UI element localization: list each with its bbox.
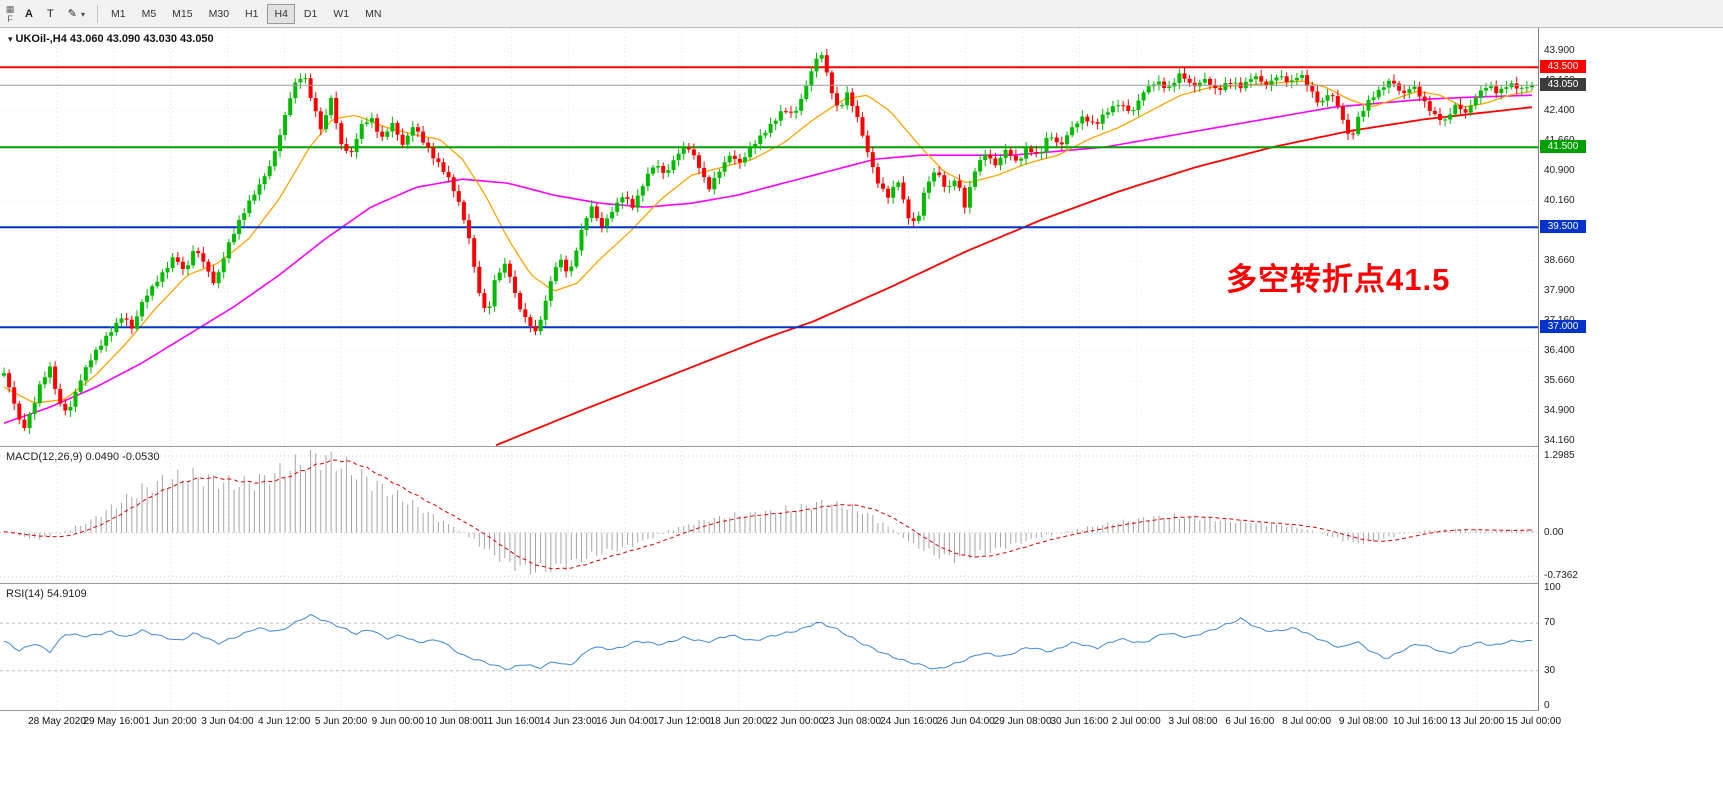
timeframe-button-h1[interactable]: H1 (238, 4, 265, 24)
time-axis-label: 22 Jun 00:00 (766, 716, 825, 727)
price-level-badge: 39.500 (1540, 220, 1586, 234)
macd-title: MACD(12,26,9) 0.0490 -0.0530 (6, 451, 160, 463)
timeframe-group: M1 M5 M15 M30 H1 H4 D1 W1 MN (103, 3, 389, 24)
time-axis-label: 9 Jul 08:00 (1338, 716, 1388, 727)
price-scale-label: 34.900 (1544, 405, 1575, 417)
time-axis-label: 15 Jul 00:00 (1506, 716, 1562, 727)
price-scale-label: 0.00 (1544, 526, 1564, 538)
price-scale-label: 0 (1544, 700, 1550, 712)
time-axis-label: 17 Jun 12:00 (652, 716, 711, 727)
price-scale-label: 40.160 (1544, 194, 1575, 206)
time-axis-label: 2 Jul 00:00 (1111, 716, 1161, 727)
caret-down-icon: ▾ (80, 10, 85, 19)
current-price-badge: 43.050 (1540, 78, 1586, 92)
draw-tools-button[interactable]: ✎ ▾ (61, 4, 92, 23)
price-scale-label: 34.160 (1544, 434, 1575, 446)
time-axis[interactable]: 28 May 2020 29 May 16:00 1 Jun 20:00 3 Jun … (0, 711, 1723, 734)
timeframe-button-m30[interactable]: M30 (202, 4, 236, 24)
timeframe-button-m5[interactable]: M5 (135, 4, 164, 24)
timeframe-button-m1[interactable]: M1 (104, 4, 133, 24)
time-axis-label: 18 Jun 20:00 (709, 716, 768, 727)
time-axis-label: 23 Jun 08:00 (823, 716, 882, 727)
price-scale-label: 1.2985 (1544, 449, 1575, 461)
price-scale-label: 70 (1544, 617, 1556, 629)
time-axis-label: 1 Jun 20:00 (144, 716, 197, 727)
time-axis-label: 28 May 2020 (28, 716, 86, 727)
time-axis-label: 11 Jun 16:00 (482, 716, 540, 727)
price-scale-label: 30 (1544, 664, 1556, 676)
price-level-badge: 41.500 (1540, 140, 1586, 154)
timeframe-button-m15[interactable]: M15 (165, 4, 199, 24)
time-axis-label: 24 Jun 16:00 (880, 716, 938, 727)
chart-title: ▾ UKOil-,H4 43.060 43.090 43.030 43.050 (8, 33, 214, 45)
text-label-tool-button[interactable]: A (18, 5, 40, 23)
time-axis-label: 16 Jun 04:00 (596, 716, 654, 727)
main-chart-canvas[interactable] (0, 28, 1538, 446)
time-axis-label: 3 Jun 04:00 (201, 716, 254, 727)
price-scale-label: 40.900 (1544, 165, 1575, 177)
chart-menu-icon[interactable]: ▾ (8, 34, 13, 44)
price-scale[interactable]: 43.90043.16042.40041.66040.90040.16039.4… (1538, 28, 1723, 711)
timeframe-button-d1[interactable]: D1 (297, 4, 324, 24)
rsi-canvas[interactable] (0, 584, 1538, 710)
macd-panel: MACD(12,26,9) 0.0490 -0.0530 (0, 447, 1538, 583)
time-axis-label: 10 Jul 16:00 (1392, 716, 1448, 727)
time-axis-label: 8 Jul 00:00 (1282, 716, 1332, 727)
toolbar-grip[interactable]: ▦ F (2, 4, 18, 24)
time-axis-label: 5 Jun 20:00 (314, 716, 368, 727)
grid-icon: ▦ (5, 3, 15, 14)
annotation-text: 多空转折点41.5 (1226, 262, 1451, 297)
text-tool-button[interactable]: T (40, 5, 61, 23)
time-axis-label: 9 Jun 00:00 (371, 716, 424, 727)
price-level-badge: 37.000 (1540, 320, 1586, 334)
price-scale-label: 37.900 (1544, 285, 1575, 297)
price-scale-label: 43.900 (1544, 45, 1575, 57)
time-axis-label: 26 Jun 04:00 (936, 716, 995, 727)
time-axis-label: 29 May 16:00 (83, 716, 145, 727)
rsi-title: RSI(14) 54.9109 (6, 588, 87, 600)
macd-canvas[interactable] (0, 447, 1538, 583)
time-axis-label: 6 Jul 16:00 (1225, 716, 1275, 727)
time-axis-label: 3 Jul 08:00 (1168, 716, 1218, 727)
price-scale-label: 35.660 (1544, 374, 1575, 386)
time-axis-label: 4 Jun 12:00 (258, 716, 311, 727)
price-scale-label: 36.400 (1544, 345, 1575, 357)
timeframe-button-h4[interactable]: H4 (267, 3, 295, 24)
timeframe-button-mn[interactable]: MN (358, 4, 388, 24)
time-axis-label: 30 Jun 16:00 (1050, 716, 1109, 727)
price-scale-label: 100 (1544, 581, 1561, 593)
pencil-icon: ✎ (67, 8, 77, 20)
time-axis-label: 14 Jun 23:00 (539, 716, 598, 727)
time-axis-label: 10 Jun 08:00 (425, 716, 484, 727)
price-scale-label: -0.7362 (1544, 570, 1578, 582)
chart-title-text: UKOil-,H4 43.060 43.090 43.030 43.050 (15, 33, 214, 45)
time-axis-label: 13 Jul 20:00 (1449, 716, 1505, 727)
price-scale-label: 38.660 (1544, 254, 1575, 266)
price-scale-label: 42.400 (1544, 105, 1575, 117)
rsi-panel: RSI(14) 54.9109 (0, 584, 1538, 710)
main-chart-panel: ▾ UKOil-,H4 43.060 43.090 43.030 43.050 多… (0, 28, 1538, 446)
panel-separator[interactable] (0, 446, 1723, 447)
toolbar: ▦ F A T ✎ ▾ M1 M5 M15 M30 H1 H4 D1 W1 MN (0, 0, 1723, 28)
time-axis-label: 29 Jun 08:00 (993, 716, 1052, 727)
price-level-badge: 43.500 (1540, 60, 1586, 74)
timeframe-button-w1[interactable]: W1 (326, 4, 356, 24)
chart-region: ▾ UKOil-,H4 43.060 43.090 43.030 43.050 多… (0, 28, 1723, 734)
axis-separator (0, 710, 1723, 711)
toolbar-corner-label: F (7, 13, 13, 24)
panel-separator[interactable] (0, 583, 1723, 584)
toolbar-separator (96, 4, 98, 23)
